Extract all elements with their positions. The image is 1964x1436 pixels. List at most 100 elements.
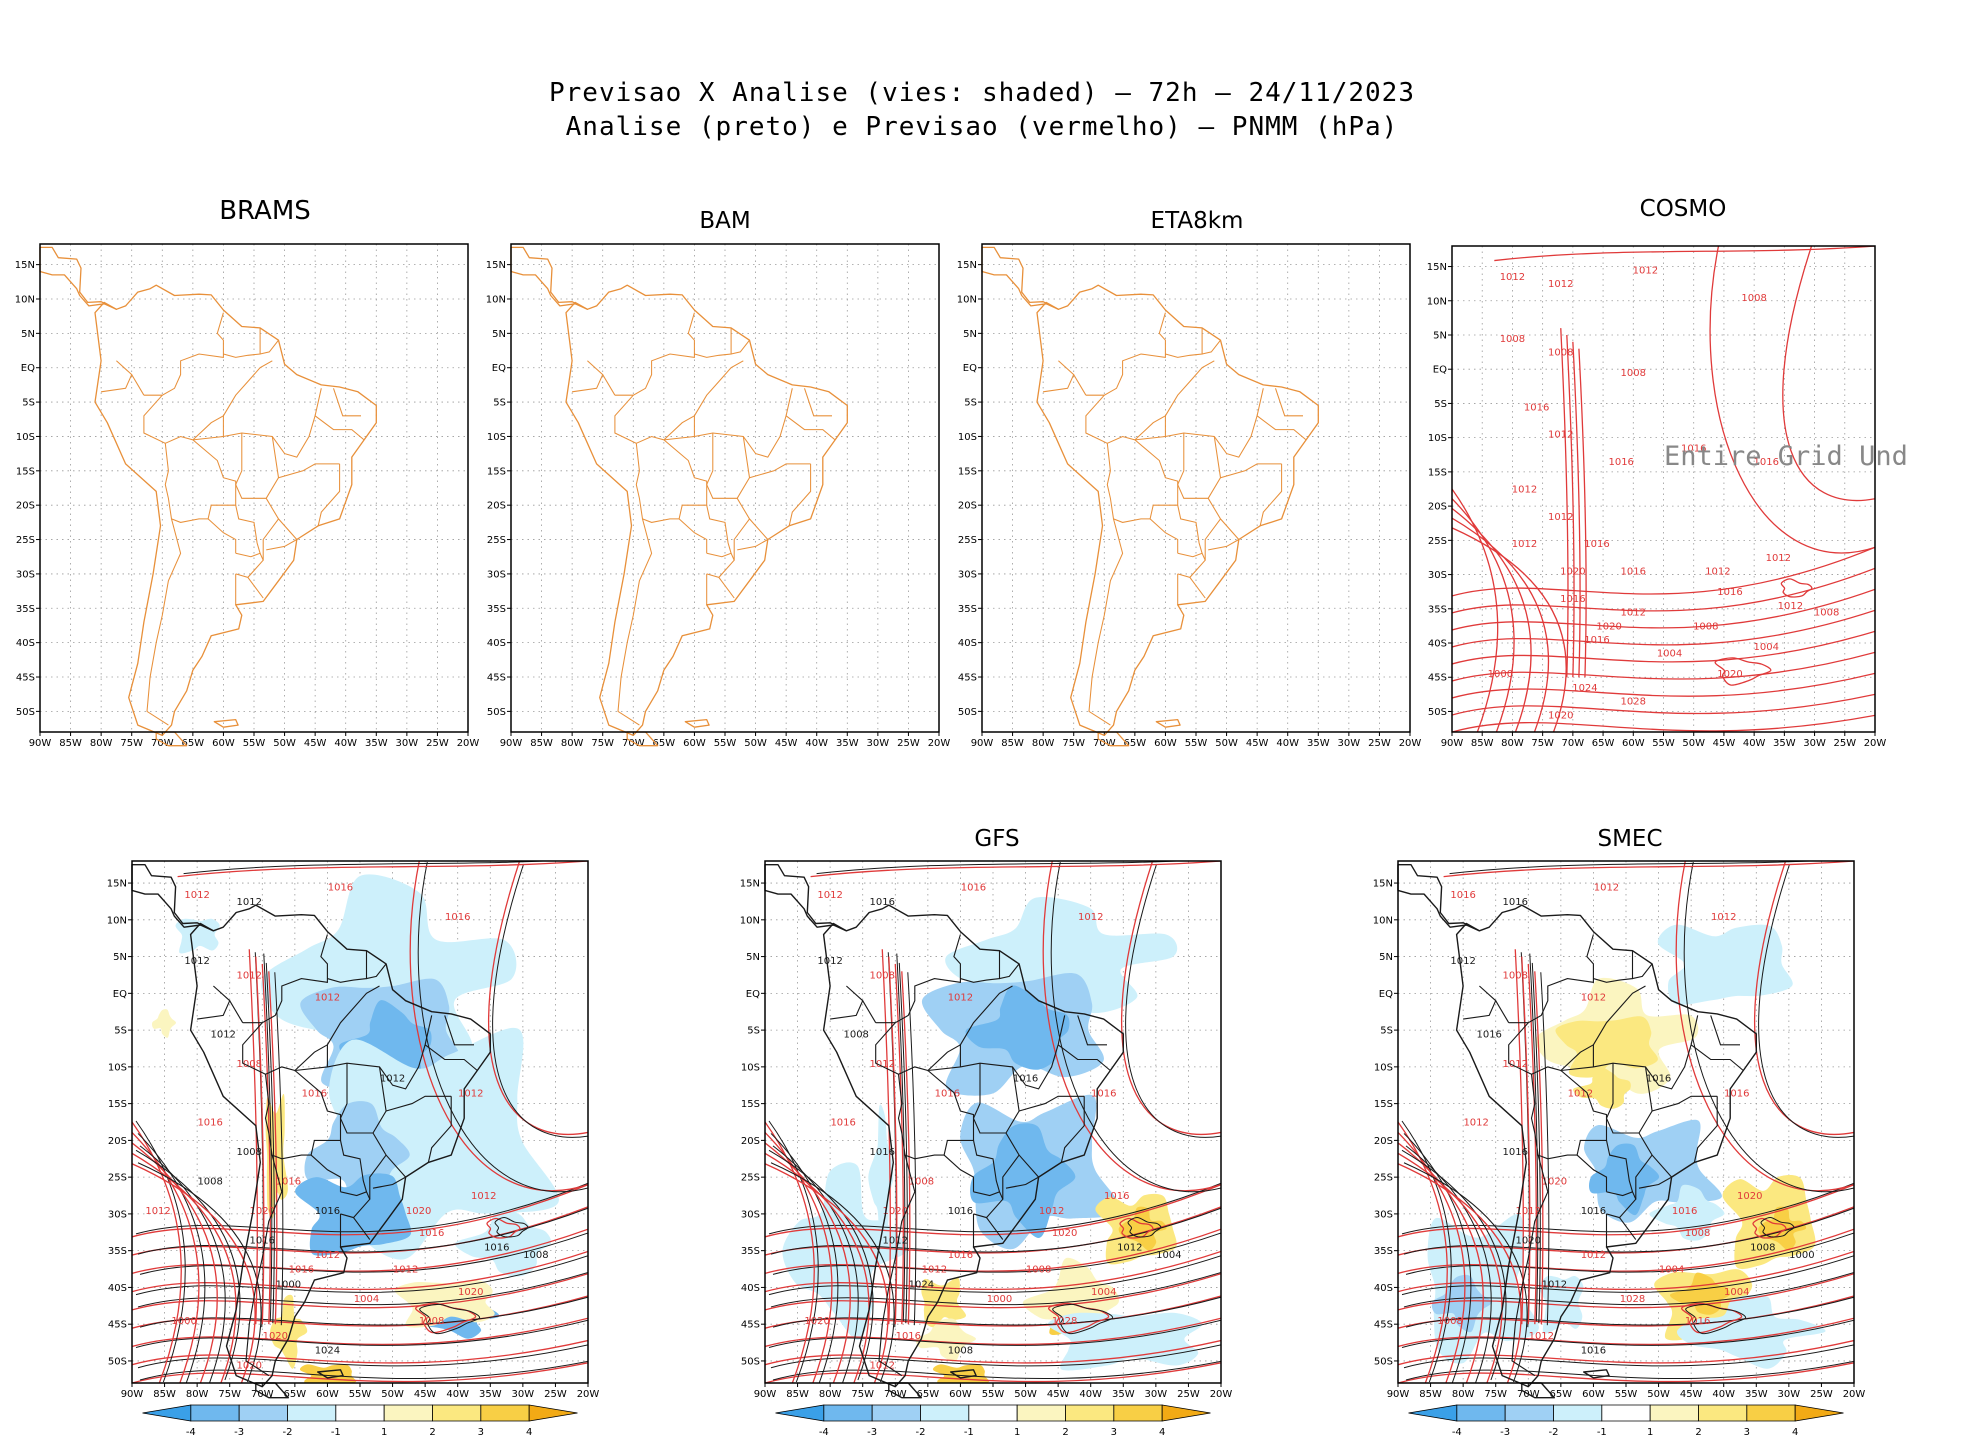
lat-tick-label: 25S (16, 535, 35, 546)
lon-tick-label: 50W (744, 738, 767, 749)
lon-tick-label: 85W (1419, 1389, 1442, 1400)
country-border (1149, 518, 1179, 554)
forecast-isobar (1398, 1317, 1854, 1348)
lat-tick-label: 25S (1428, 536, 1447, 547)
forecast-isobar (1754, 861, 1854, 1135)
analysis-isobar (137, 1162, 262, 1383)
lat-tick-label: 30S (16, 569, 35, 580)
bias-area-pos1 (916, 1318, 976, 1362)
colorbar-segment (480, 1404, 530, 1422)
lat-tick-label: 50S (958, 707, 977, 718)
isobar-label: 1024 (1572, 683, 1597, 694)
colorbar-tick-label: -2 (1549, 1427, 1559, 1436)
country-border (192, 415, 224, 441)
colorbar-tick-label: -1 (331, 1427, 341, 1436)
isobar-label: 1016 (948, 1206, 973, 1217)
lat-tick-label: 5N (113, 952, 127, 963)
isobar-label: 1012 (1512, 484, 1537, 495)
cosmo-frame (1451, 245, 1876, 733)
lat-tick-label: 20S (1428, 502, 1447, 513)
colorbar-tick-label: 2 (1062, 1427, 1068, 1436)
lat-tick-label: 15S (487, 466, 506, 477)
lon-tick-label: 80W (819, 1389, 842, 1400)
analysis-isobar (1403, 1133, 1472, 1383)
country-border (804, 388, 832, 417)
forecast-isobar (255, 956, 265, 1325)
isobar-label: 1012 (1594, 882, 1619, 893)
isobar-label: 1016 (1560, 594, 1585, 605)
analysis-isobar (419, 1303, 481, 1335)
analysis-isobar (1760, 1216, 1795, 1238)
bias-area-neg3 (295, 1173, 412, 1256)
bias-area-neg3 (1588, 1143, 1660, 1216)
country-border (706, 505, 732, 554)
isobar-label: 1012 (817, 956, 842, 967)
country-border (635, 435, 708, 523)
lon-tick-label: 45W (1713, 738, 1736, 749)
lon-tick-label: 50W (381, 1389, 404, 1400)
lon-tick-label: 50W (273, 738, 296, 749)
forecast-isobar (1398, 1142, 1484, 1383)
isobar-label: 1008 (870, 971, 895, 982)
isobar-label: 1020 (883, 1206, 908, 1217)
lat-tick-label: 5S (1434, 399, 1447, 410)
isobar-label: 1028 (1620, 1294, 1645, 1305)
isobar-label: 1004 (1091, 1287, 1116, 1298)
isobar-label: 1016 (484, 1243, 509, 1254)
lat-tick-label: 20S (16, 501, 35, 512)
analysis-isobar (1405, 1360, 1854, 1381)
forecast-isobar (488, 861, 588, 1135)
isobar-label: 1012 (184, 956, 209, 967)
country-border (1275, 388, 1303, 417)
south-america-coast (822, 904, 1124, 1388)
lat-tick-label: EQ (492, 363, 506, 374)
colorbar-segment (1161, 1404, 1211, 1422)
lon-tick-label: 80W (1032, 738, 1055, 749)
lat-tick-label: 45S (487, 673, 506, 684)
isobar-label: 1020 (458, 1287, 483, 1298)
lon-tick-label: 80W (186, 1389, 209, 1400)
country-border (736, 498, 769, 540)
forecast-isobar (1452, 714, 1875, 732)
forecast-isobar (1398, 1362, 1854, 1383)
lat-tick-label: 5S (22, 398, 35, 409)
isobar-label: 1020 (263, 1331, 288, 1342)
colorbar-segment (432, 1404, 482, 1422)
country-border (986, 1217, 1004, 1240)
lat-tick-label: 30S (487, 569, 506, 580)
country-border (1057, 1044, 1111, 1071)
forecast-isobar (1121, 861, 1221, 1135)
south-america-coast (565, 284, 848, 737)
lon-tick-label: 85W (1001, 738, 1024, 749)
lat-tick-label: 15N (486, 260, 506, 271)
isobar-label: 1008 (1437, 1316, 1462, 1327)
forecast-isobar (132, 1121, 182, 1383)
island-coast (317, 1369, 344, 1379)
colorbar-segment (968, 1404, 1018, 1422)
bias-area-neg1 (1649, 1184, 1725, 1241)
lon-tick-label: 65W (284, 1389, 307, 1400)
colorbar-tick-label: -3 (867, 1427, 877, 1436)
lat-tick-label: 15N (15, 260, 35, 271)
country-border (1632, 963, 1653, 980)
isobar-label: 1012 (237, 897, 262, 908)
forecast-isobar (1566, 334, 1575, 678)
country-border (1073, 374, 1087, 396)
country-border (235, 505, 261, 554)
forecast-isobar (1452, 527, 1567, 732)
forecast-isobar (132, 1184, 588, 1238)
colorbar-segment (1698, 1404, 1748, 1422)
lat-tick-label: 5N (963, 329, 977, 340)
bias-area-neg1 (454, 1206, 552, 1277)
central-america-coast (981, 246, 1060, 310)
analysis-isobar (770, 1271, 1221, 1308)
lon-tick-label: 65W (182, 738, 205, 749)
colorbar-tick-label: 3 (1744, 1427, 1750, 1436)
lon-tick-label: 25W (897, 738, 920, 749)
country-border (1201, 339, 1221, 355)
isobar-label: 1008 (843, 1029, 868, 1040)
lat-tick-label: 30S (741, 1209, 760, 1220)
colorbar-segment (823, 1404, 873, 1422)
lon-tick-label: 30W (1145, 1389, 1168, 1400)
forecast-isobar (765, 1142, 851, 1383)
